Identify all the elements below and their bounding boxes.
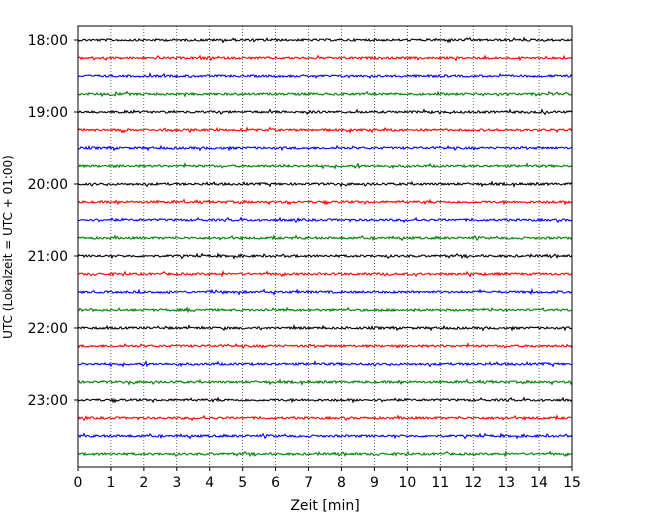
x-tick-label: 14 bbox=[530, 475, 548, 491]
trace-line bbox=[77, 162, 573, 170]
x-tick-label: 5 bbox=[238, 475, 247, 491]
x-tick-label: 3 bbox=[172, 475, 181, 491]
trace-line bbox=[77, 216, 573, 224]
x-tick-label: 1 bbox=[106, 475, 115, 491]
trace-line bbox=[77, 342, 573, 350]
trace-line bbox=[77, 180, 573, 188]
y-tick-label: 22:00 bbox=[28, 321, 68, 337]
trace-line bbox=[77, 306, 573, 314]
x-axis-label: Zeit [min] bbox=[290, 498, 359, 514]
trace-line bbox=[77, 396, 573, 404]
x-tick-label: 10 bbox=[398, 475, 416, 491]
y-tick-label: 19:00 bbox=[28, 105, 68, 121]
trace-line bbox=[77, 269, 573, 278]
trace-line bbox=[77, 198, 573, 206]
trace-line bbox=[77, 432, 573, 440]
plot-frame bbox=[77, 25, 573, 468]
trace-line bbox=[77, 360, 573, 368]
y-tick-label: 23:00 bbox=[28, 393, 68, 409]
x-tick-label: 0 bbox=[74, 475, 83, 491]
y-tick-label: 21:00 bbox=[28, 249, 68, 265]
y-axis-label: UTC (Lokalzeit = UTC + 01:00) bbox=[1, 155, 15, 339]
y-tick-label: 20:00 bbox=[28, 177, 68, 193]
x-tick-label: 4 bbox=[205, 475, 214, 491]
trace-line bbox=[77, 108, 573, 116]
trace-line bbox=[77, 449, 573, 458]
x-tick-label: 11 bbox=[431, 475, 449, 491]
x-tick-label: 13 bbox=[497, 475, 515, 491]
trace-line bbox=[77, 324, 573, 332]
x-tick-label: 9 bbox=[370, 475, 379, 491]
x-tick-label: 7 bbox=[304, 475, 313, 491]
trace-line bbox=[77, 414, 573, 422]
y-axis: 18:00 19:00 20:00 21:00 22:00 23:00 bbox=[28, 33, 78, 409]
x-tick-label: 2 bbox=[139, 475, 148, 491]
trace-line bbox=[77, 252, 573, 260]
trace-line bbox=[77, 54, 573, 62]
trace-line bbox=[77, 287, 573, 296]
trace-line bbox=[77, 234, 573, 242]
trace-line bbox=[77, 36, 573, 44]
trace-line bbox=[77, 72, 573, 80]
y-tick-label: 18:00 bbox=[28, 33, 68, 49]
x-axis: 0 1 2 3 4 5 6 7 8 9 10 11 12 13 14 15 bbox=[74, 467, 581, 491]
trace-group bbox=[77, 36, 573, 458]
trace-line bbox=[77, 378, 573, 386]
x-tick-label: 12 bbox=[464, 475, 482, 491]
x-tick-label: 8 bbox=[337, 475, 346, 491]
trace-line bbox=[77, 126, 573, 135]
trace-line bbox=[77, 144, 573, 152]
x-tick-label: 6 bbox=[271, 475, 280, 491]
x-tick-label: 15 bbox=[563, 475, 581, 491]
trace-line bbox=[77, 90, 573, 98]
